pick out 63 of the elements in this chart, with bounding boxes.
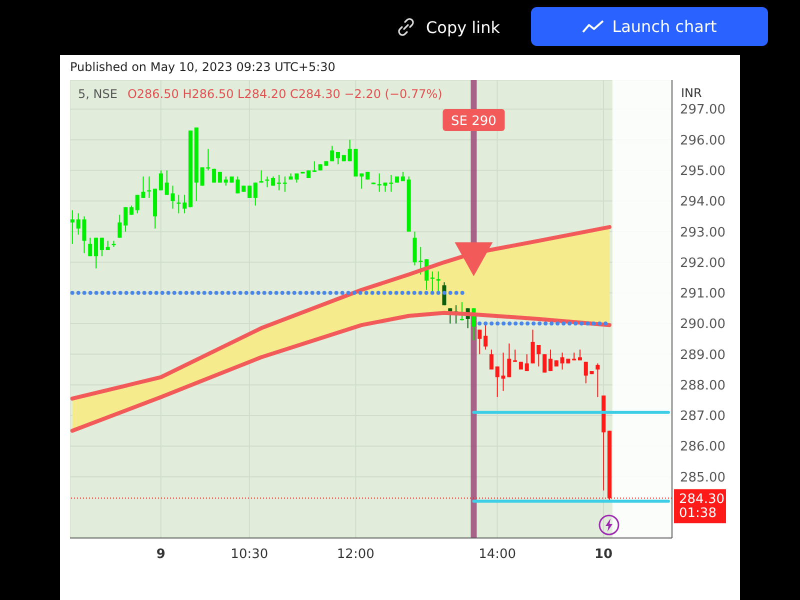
candlestick	[282, 176, 287, 192]
candlestick	[495, 366, 500, 398]
x-tick-label: 12:00	[336, 547, 374, 562]
y-tick-label: 285.00	[680, 470, 726, 486]
y-tick-label: 290.00	[680, 317, 726, 332]
annotation: SE 290	[451, 114, 496, 129]
line-series	[70, 225, 612, 401]
candlestick	[158, 170, 163, 191]
y-tick-label: 288.00	[680, 378, 726, 394]
candlestick	[548, 349, 552, 372]
candlestick	[70, 210, 74, 244]
candlestick	[129, 205, 134, 216]
text: Launch chart	[612, 17, 717, 36]
x-tick-label: 9	[156, 547, 166, 562]
candlestick	[596, 362, 600, 398]
candlestick	[253, 182, 258, 206]
candlestick	[484, 324, 488, 350]
y-tick-label: 294.00	[680, 194, 726, 210]
x-tick-label: 14:00	[478, 547, 516, 562]
y-tick-label: 292.00	[680, 256, 726, 271]
candlestick	[312, 160, 316, 172]
candlestick	[118, 214, 122, 238]
y-tick-label: 287.00	[680, 409, 726, 424]
chart-title: Published on May 10, 2023 09:23 UTC+5:30	[70, 60, 336, 74]
candlestick	[389, 174, 394, 192]
text: 01:38	[679, 506, 716, 522]
y-axis-title: INR	[681, 86, 702, 100]
candlestick	[259, 170, 264, 184]
x-tick-label: 10	[594, 547, 613, 562]
y-tick-label: 297.00	[680, 102, 726, 118]
candlestick	[265, 176, 270, 188]
y-tick-label: 293.00	[680, 225, 726, 240]
y-tick-label: 289.00	[680, 348, 726, 363]
candlestick	[524, 354, 529, 372]
candlestick	[224, 176, 228, 186]
candlestick	[330, 145, 334, 162]
candlestick	[247, 185, 252, 198]
x-tick-label: 10:30	[230, 547, 268, 562]
candlestick	[276, 174, 281, 191]
candlestick	[436, 270, 440, 292]
ref-line-label: 284.30	[679, 492, 724, 508]
annotation: O286.50 H286.50 L284.20 C284.30 −2.20 (−0.77%)	[127, 87, 442, 101]
candlestick	[336, 151, 340, 165]
candlestick	[418, 246, 423, 276]
candlestick	[578, 349, 582, 361]
candlestick	[182, 194, 187, 214]
candlestick	[430, 270, 434, 292]
candlestick	[489, 349, 494, 370]
y-tick-label: 291.00	[680, 286, 726, 302]
candlestick	[584, 361, 588, 384]
y-tick-label: 286.00	[680, 440, 726, 455]
annotation: 5, NSE	[78, 87, 118, 101]
y-tick-label: 296.00	[680, 133, 726, 148]
candlestick	[360, 172, 364, 190]
candlestick	[124, 206, 128, 232]
y-tick-label: 295.00	[680, 164, 726, 179]
candlestick	[94, 237, 98, 269]
candlestick	[542, 354, 547, 374]
candlestick	[88, 237, 92, 257]
text: Copy link	[426, 18, 500, 36]
candlestick	[478, 329, 482, 355]
candlestick	[100, 237, 104, 257]
candlestick	[513, 349, 518, 362]
